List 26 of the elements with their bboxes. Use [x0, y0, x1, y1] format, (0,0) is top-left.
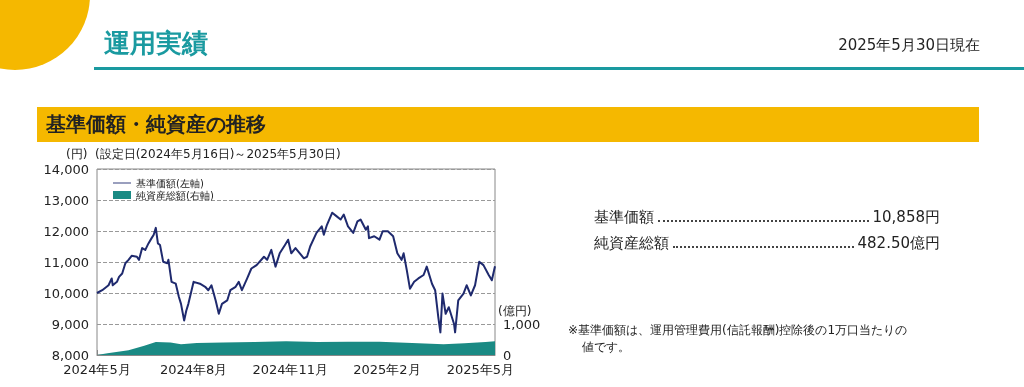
legend-label: 基準価額(左軸)	[136, 177, 204, 189]
x-tick-label: 2024年5月	[63, 362, 131, 377]
text: 純資産総額	[594, 234, 669, 253]
chart-title: 基準価額・純資産の推移	[46, 111, 266, 138]
legend-label: 純資産総額(右軸)	[136, 189, 214, 201]
text: 10,858円	[872, 208, 940, 227]
text: 基準価額	[594, 208, 654, 227]
x-tick-label: 2024年8月	[159, 362, 228, 377]
y-tick-label: 10,000	[43, 285, 89, 301]
y-tick-label: 12,000	[43, 223, 89, 239]
y-tick-label: 11,000	[43, 254, 89, 270]
y2-tick-label: 0	[503, 347, 512, 363]
chart-subtitle: (設定日(2024年5月16日)～2025年5月30日)	[95, 146, 341, 163]
y-tick-label: 13,000	[43, 192, 89, 208]
y-tick-label: 14,000	[43, 161, 89, 177]
y-tick-label: 9,000	[51, 316, 89, 332]
y-tick-label: 8,000	[51, 347, 89, 363]
text: 482.50億円	[857, 234, 940, 253]
text: 2025年5月30日現在	[838, 36, 980, 55]
x-tick-label: 2025年2月	[353, 362, 421, 377]
line-series	[96, 211, 496, 334]
text: ※基準価額は、運用管理費用(信託報酬)控除後の1万口当たりの値です。	[568, 322, 909, 356]
y-axis-title: (円)	[66, 146, 88, 163]
text: 運用実績	[104, 27, 208, 60]
x-tick-label: 2024年11月	[252, 362, 329, 377]
x-tick-label: 2025年5月	[446, 362, 514, 377]
